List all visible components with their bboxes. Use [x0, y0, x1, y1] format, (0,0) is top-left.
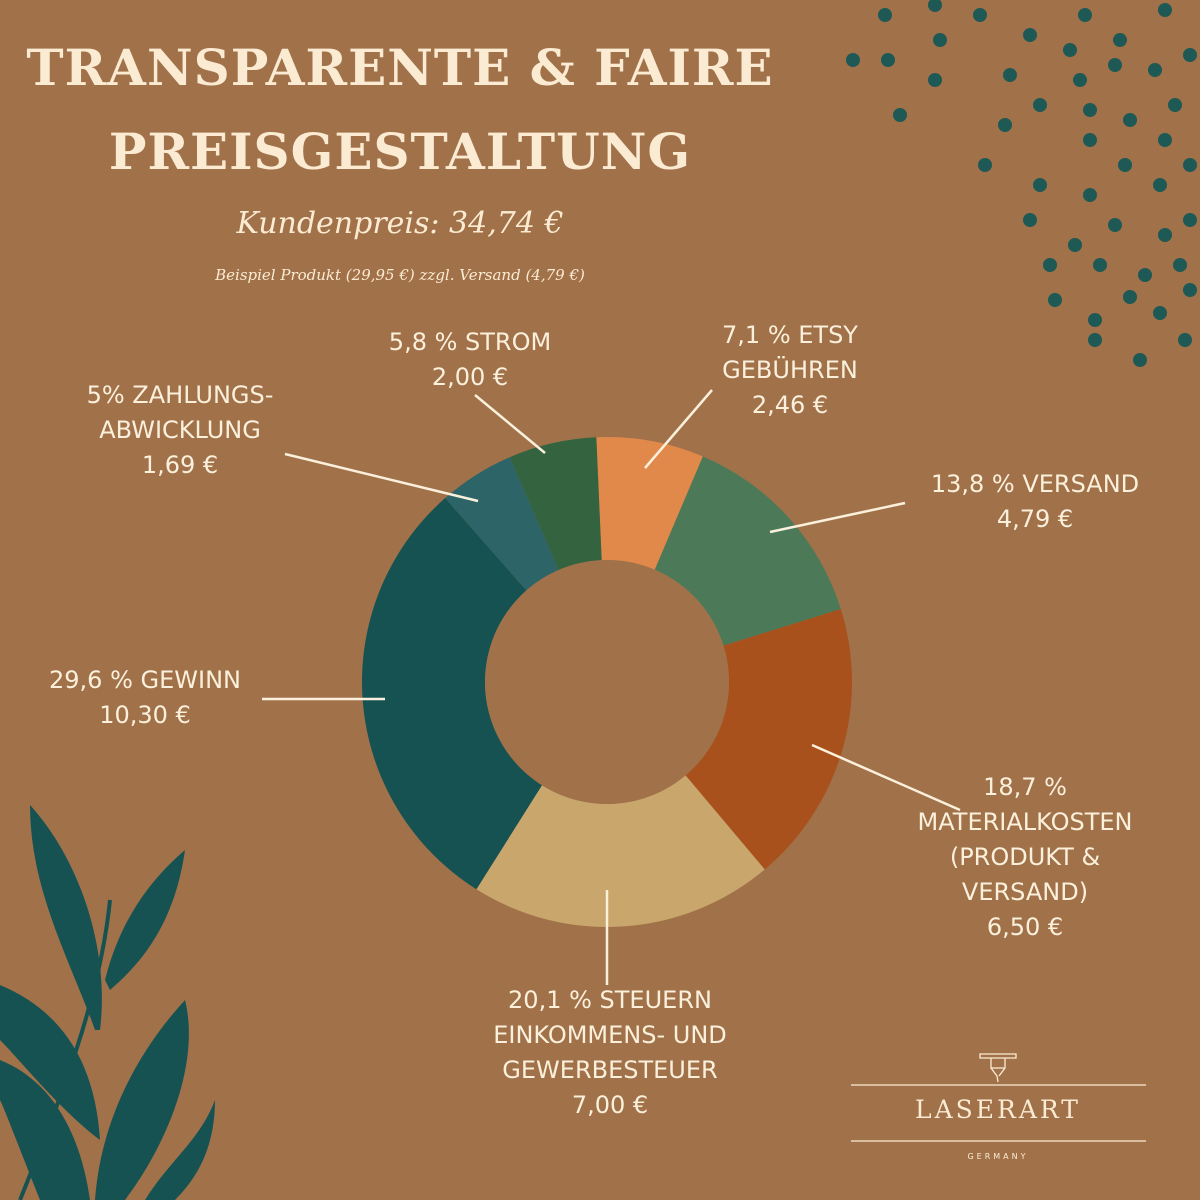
decor-dot	[1168, 98, 1182, 112]
decor-dot	[933, 33, 947, 47]
decor-dot	[928, 0, 942, 12]
leader-line-1	[769, 501, 906, 534]
decor-dot	[1043, 258, 1057, 272]
slice-0	[596, 437, 703, 570]
decor-dot	[1033, 98, 1047, 112]
decor-dot	[1088, 313, 1102, 327]
laser-icon	[979, 1053, 1017, 1083]
slice-2	[685, 608, 852, 870]
decor-dot	[1068, 238, 1082, 252]
decor-dot	[1158, 228, 1172, 242]
slice-4	[361, 498, 542, 890]
decor-dot	[1183, 213, 1197, 227]
decor-dot	[1083, 103, 1097, 117]
decor-dot	[1158, 3, 1172, 17]
decor-dot	[1173, 258, 1187, 272]
leader-line-5	[284, 452, 479, 503]
decor-dot	[1183, 283, 1197, 297]
decor-dot	[998, 118, 1012, 132]
decor-dot	[881, 53, 895, 67]
label-material: 18,7 % MATERIALKOSTEN (PRODUKT & VERSAND…	[917, 773, 1133, 941]
leader-line-2	[811, 743, 961, 812]
decor-dot	[928, 73, 942, 87]
example-note: Beispiel Produkt (29,95 €) zzgl. Versand…	[215, 266, 585, 284]
decor-dot	[1023, 28, 1037, 42]
logo-subtitle: GERMANY	[967, 1152, 1029, 1161]
decor-dot	[1178, 333, 1192, 347]
leaf-3	[105, 850, 185, 990]
decor-dot	[1133, 353, 1147, 367]
label-gewinn: 29,6 % GEWINN 10,30 €	[49, 666, 241, 729]
slice-6	[509, 437, 602, 570]
leaf-5	[0, 1060, 90, 1200]
leaf-2	[30, 805, 102, 1030]
slice-3	[476, 775, 765, 927]
label-zahlung: 5% ZAHLUNGS- ABWICKLUNG 1,69 €	[86, 381, 274, 479]
decor-dot	[878, 8, 892, 22]
decor-dot	[1023, 213, 1037, 227]
decor-dot	[1123, 113, 1137, 127]
label-etsy: 7,1 % ETSY GEBÜHREN 2,46 €	[722, 321, 858, 419]
decor-dot	[1078, 8, 1092, 22]
leader-line-0	[644, 389, 713, 469]
decor-dot	[1158, 133, 1172, 147]
label-versand: 13,8 % VERSAND 4,79 €	[930, 470, 1140, 533]
decor-dot	[1138, 268, 1152, 282]
label-strom: 5,8 % STROM 2,00 €	[388, 328, 552, 391]
slice-5	[445, 457, 559, 591]
donut-hole	[485, 560, 729, 804]
decor-dot	[1183, 158, 1197, 172]
decor-dot	[1123, 290, 1137, 304]
slice-1	[654, 456, 841, 646]
decor-dot	[978, 158, 992, 172]
decor-dot	[1048, 293, 1062, 307]
leaf-1	[95, 1000, 189, 1200]
leaf-4	[145, 1100, 215, 1200]
title-line-2: PREISGESTALTUNG	[108, 122, 692, 181]
leaf-stem	[18, 899, 112, 1200]
decor-dot	[1083, 188, 1097, 202]
label-steuern: 20,1 % STEUERN EINKOMMENS- UND GEWERBEST…	[493, 986, 727, 1119]
decor-dot	[1148, 63, 1162, 77]
decor-dot	[1153, 306, 1167, 320]
decor-dot	[1118, 158, 1132, 172]
leader-line-6	[474, 394, 546, 454]
decor-dot	[1108, 58, 1122, 72]
decor-dot	[1093, 258, 1107, 272]
decor-dot	[1063, 43, 1077, 57]
decor-dot	[1183, 48, 1197, 62]
decor-dot	[1083, 133, 1097, 147]
decor-dot	[1003, 68, 1017, 82]
decor-dot	[846, 53, 860, 67]
decor-dot	[1108, 218, 1122, 232]
title-line-1: TRANSPARENTE & FAIRE	[26, 38, 774, 97]
decor-dot	[1073, 73, 1087, 87]
decor-dot	[1153, 178, 1167, 192]
customer-price: Kundenpreis: 34,74 €	[236, 206, 564, 241]
decor-dot	[973, 8, 987, 22]
decor-dot	[1088, 333, 1102, 347]
decor-dot	[893, 108, 907, 122]
leaf-0	[0, 985, 100, 1140]
decor-dot	[1113, 33, 1127, 47]
logo-name: LASERART	[915, 1095, 1081, 1124]
decor-dot	[1033, 178, 1047, 192]
